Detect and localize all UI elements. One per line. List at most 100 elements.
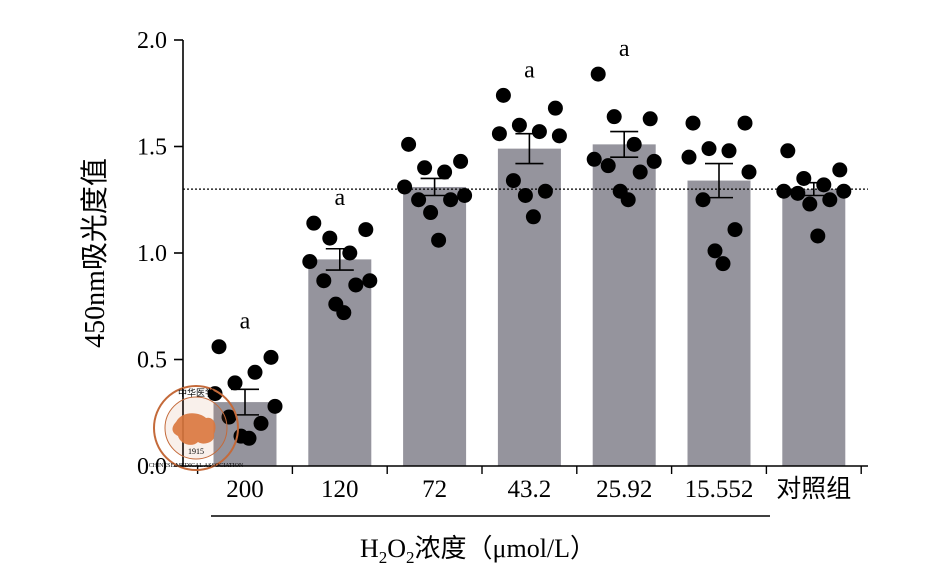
data-point	[397, 179, 413, 195]
bar	[308, 259, 372, 466]
data-point	[586, 151, 602, 167]
data-point	[551, 128, 567, 144]
data-point	[802, 196, 818, 212]
y-axis-label: 450nm吸光度值	[79, 158, 111, 348]
y-tick-label: 1.0	[137, 241, 167, 267]
data-point	[211, 339, 227, 355]
data-point	[443, 192, 459, 208]
data-point	[547, 100, 563, 116]
data-point	[267, 398, 283, 414]
data-point	[306, 215, 322, 231]
data-point	[681, 149, 697, 165]
data-point	[221, 409, 237, 425]
x-tick-label: 15.552	[685, 476, 754, 503]
data-point	[437, 164, 453, 180]
x-label-suffix: 浓度（μmol/L）	[415, 534, 597, 563]
x-tick-label: 72	[422, 476, 447, 503]
data-point	[253, 415, 269, 431]
x-label-sub2: 2	[406, 548, 415, 567]
significance-label: a	[524, 57, 535, 83]
seal-outer-ring	[153, 385, 239, 471]
data-point	[423, 205, 439, 221]
data-point	[336, 305, 352, 321]
seal-year: 1915	[188, 447, 204, 456]
data-point	[590, 66, 606, 82]
data-point	[780, 143, 796, 159]
bar	[687, 180, 751, 466]
data-point	[816, 177, 832, 193]
data-point	[453, 153, 469, 169]
error-bars-layer: a a a a	[231, 36, 828, 416]
data-point	[531, 124, 547, 140]
data-point	[207, 386, 223, 402]
data-point	[302, 254, 318, 270]
data-point	[457, 187, 473, 203]
data-point	[227, 375, 243, 391]
data-point	[642, 111, 658, 127]
y-tick-label: 2.0	[137, 28, 167, 54]
data-point	[695, 192, 711, 208]
data-point	[707, 243, 723, 259]
x-axis-label: H2O2浓度（μmol/L）	[360, 534, 596, 567]
data-point	[511, 117, 527, 133]
y-ticks: 0.0 0.5 1.0 1.5 2.0	[137, 28, 183, 480]
data-point	[362, 273, 378, 289]
y-tick-label: 1.5	[137, 135, 167, 161]
data-point	[701, 141, 717, 157]
x-label-o: O	[387, 534, 406, 563]
data-point	[822, 192, 838, 208]
data-point	[796, 170, 812, 186]
data-point	[358, 222, 374, 238]
x-ticks: 200 120 72 43.2 25.92 15.552 对照组	[196, 466, 862, 503]
data-point	[776, 183, 792, 199]
significance-label: a	[240, 309, 251, 335]
data-point	[417, 160, 433, 176]
x-tick-label: 对照组	[776, 475, 851, 503]
seal-bottom-text: CHINESE MEDICAL ASSOCIATION	[149, 463, 244, 469]
data-point	[741, 164, 757, 180]
data-point	[537, 183, 553, 199]
data-point	[737, 115, 753, 131]
data-point	[316, 273, 332, 289]
data-point	[600, 158, 616, 174]
data-point	[411, 192, 427, 208]
data-point	[491, 126, 507, 142]
points-layer	[207, 66, 852, 446]
data-point	[832, 162, 848, 178]
data-point	[517, 187, 533, 203]
data-point	[790, 185, 806, 201]
x-tick-label: 43.2	[508, 476, 552, 503]
data-point	[626, 136, 642, 152]
data-point	[505, 173, 521, 189]
data-point	[836, 183, 852, 199]
data-point	[721, 143, 737, 159]
data-point	[401, 136, 417, 152]
data-point	[606, 109, 622, 125]
data-point	[620, 192, 636, 208]
x-label-h: H	[360, 534, 379, 563]
significance-label: a	[619, 36, 630, 62]
seal-watermark: 中华医学 1915 CHINESE MEDICAL ASSOCIATION	[149, 385, 244, 471]
data-point	[646, 153, 662, 169]
data-point	[495, 87, 511, 103]
y-tick-label: 0.5	[137, 348, 167, 374]
data-point	[632, 164, 648, 180]
data-point	[322, 230, 338, 246]
data-point	[715, 256, 731, 272]
data-point	[241, 430, 257, 446]
data-point	[525, 209, 541, 225]
data-point	[263, 349, 279, 365]
y-tick-label: 0.0	[137, 454, 167, 480]
data-point	[348, 277, 364, 293]
data-point	[810, 228, 826, 244]
bar	[403, 186, 467, 466]
data-point	[685, 115, 701, 131]
data-point	[431, 232, 447, 248]
seal-map-shape	[172, 413, 216, 445]
significance-label: a	[334, 185, 345, 211]
data-point	[342, 245, 358, 261]
seal-top-text: 中华医学	[178, 387, 214, 398]
x-tick-label: 200	[226, 476, 264, 503]
x-label-sub1: 2	[379, 548, 388, 567]
